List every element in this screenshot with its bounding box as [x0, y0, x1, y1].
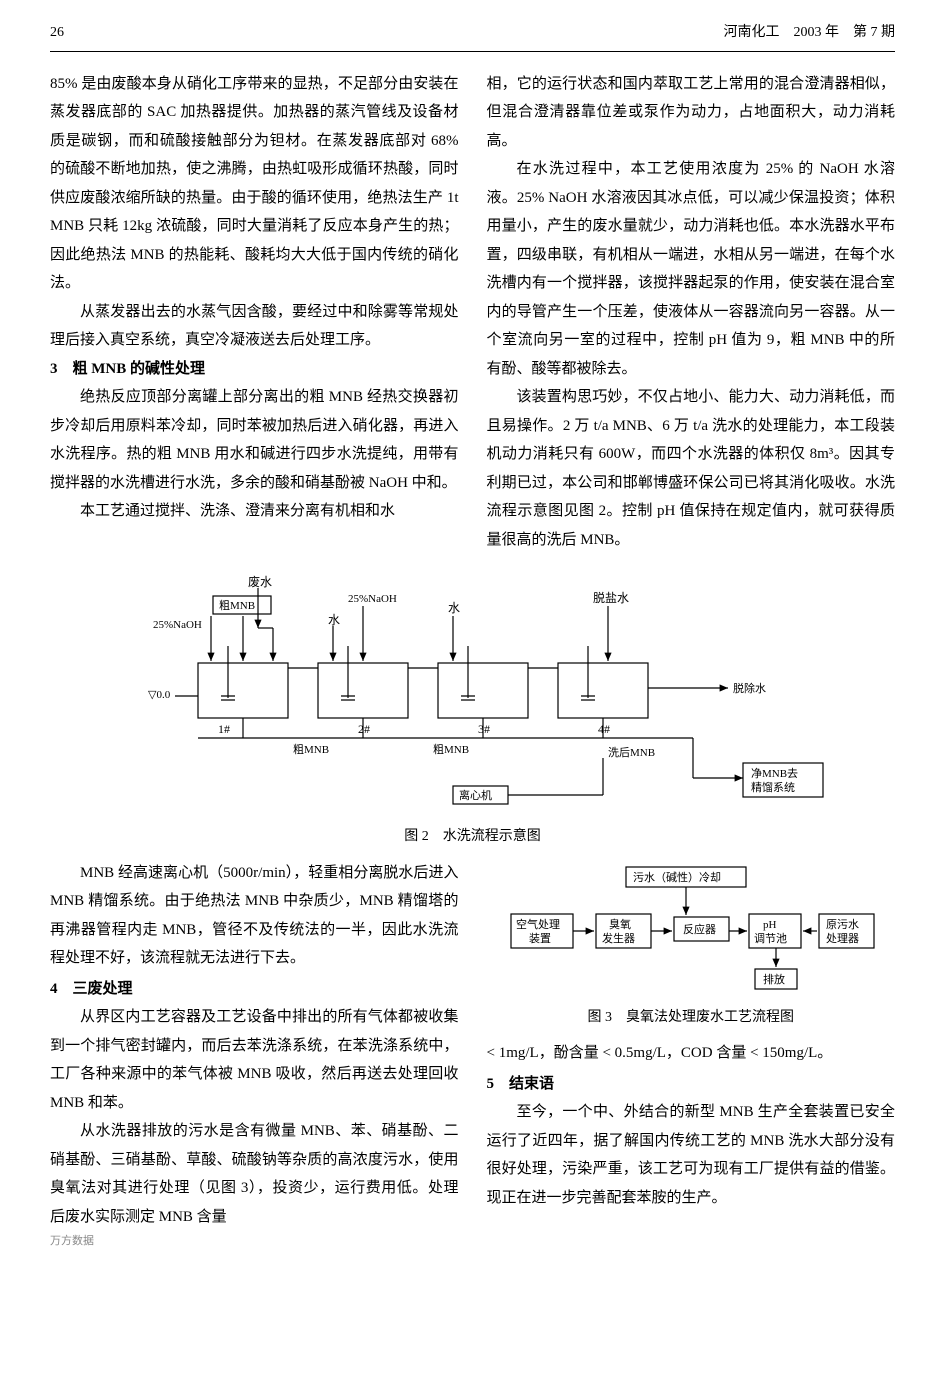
svg-text:原污水: 原污水: [826, 918, 859, 931]
body-text: 该装置构思巧妙，不仅占地小、能力大、动力消耗低，而且易操作。2 万 t/a MN…: [487, 383, 896, 554]
label-25naoh-top: 25%NaOH: [348, 593, 397, 605]
label-water: 水: [448, 601, 460, 615]
body-text: 在水洗过程中，本工艺使用浓度为 25% 的 NaOH 水溶液。25% NaOH …: [487, 155, 896, 383]
svg-text:调节池: 调节池: [754, 932, 787, 945]
section-3-heading: 3 粗 MNB 的碱性处理: [50, 355, 459, 384]
body-text: 绝热反应顶部分离罐上部分离出的粗 MNB 经热交换器初步冷却后用原料苯冷却，同时…: [50, 383, 459, 497]
body-text: MNB 经高速离心机（5000r/min），轻重相分离脱水后进入 MNB 精馏系…: [50, 859, 459, 973]
tank-4-label: 4#: [598, 722, 610, 736]
page-header: 26 河南化工 2003 年 第 7 期: [50, 20, 895, 52]
figure-2: 废水 粗MNB 25%NaOH 25%NaOH 水 水 脱盐水: [50, 568, 895, 851]
fig3-top: 污水（碱性）冷却: [633, 870, 721, 884]
svg-text:空气处理: 空气处理: [516, 917, 560, 931]
label-25naoh: 25%NaOH: [153, 619, 202, 631]
label-wastewater: 废水: [248, 574, 272, 589]
svg-text:发生器: 发生器: [602, 931, 635, 945]
label-washed-mnb: 洗后MNB: [608, 746, 655, 759]
section-5-heading: 5 结束语: [487, 1070, 896, 1099]
svg-text:处理器: 处理器: [826, 932, 859, 945]
page-number: 26: [50, 20, 64, 47]
label-pure-mnb-2: 精馏系统: [751, 780, 795, 794]
body-text: < 1mg/L，酚含量 < 0.5mg/L，COD 含量 < 150mg/L。: [487, 1039, 896, 1068]
tank-1-label: 1#: [218, 722, 230, 736]
svg-text:反应器: 反应器: [683, 922, 716, 936]
body-text: 本工艺通过搅拌、洗涤、澄清来分离有机相和水: [50, 497, 459, 526]
body-text: 相，它的运行状态和国内萃取工艺上常用的混合澄清器相似，但混合澄清器靠位差或泵作为…: [487, 70, 896, 156]
journal-issue: 河南化工 2003 年 第 7 期: [724, 20, 896, 47]
figure-2-caption: 图 2 水洗流程示意图: [50, 824, 895, 851]
label-crude-mnb: 粗MNB: [219, 599, 255, 612]
tank-3-label: 3#: [478, 722, 490, 736]
lower-body: MNB 经高速离心机（5000r/min），轻重相分离脱水后进入 MNB 精馏系…: [50, 859, 895, 1232]
body-text: 从蒸发器出去的水蒸气因含酸，要经过中和除雾等常规处理后接入真空系统，真空冷凝液送…: [50, 298, 459, 355]
figure-2-svg: 废水 粗MNB 25%NaOH 25%NaOH 水 水 脱盐水: [103, 568, 843, 818]
label-remove-water: 脱除水: [733, 681, 766, 695]
figure-3-caption: 图 3 臭氧法处理废水工艺流程图: [487, 1005, 896, 1032]
label-crude-mnb: 粗MNB: [293, 743, 329, 756]
body-text: 85% 是由废酸本身从硝化工序带来的显热，不足部分由安装在蒸发器底部的 SAC …: [50, 70, 459, 298]
body-text: 从水洗器排放的污水是含有微量 MNB、苯、硝基酚、二硝基酚、三硝基酚、草酸、硫酸…: [50, 1117, 459, 1231]
label-centrifuge: 离心机: [459, 788, 492, 802]
section-4-heading: 4 三废处理: [50, 975, 459, 1004]
label-desalt: 脱盐水: [593, 590, 629, 605]
body-text: 从界区内工艺容器及工艺设备中排出的所有气体都被收集到一个排气密封罐内，而后去苯洗…: [50, 1003, 459, 1117]
watermark: 万方数据: [50, 1231, 94, 1252]
label-crude-mnb: 粗MNB: [433, 743, 469, 756]
upper-body: 85% 是由废酸本身从硝化工序带来的显热，不足部分由安装在蒸发器底部的 SAC …: [50, 70, 895, 555]
svg-text:排放: 排放: [763, 972, 785, 986]
label-water: 水: [328, 613, 340, 627]
svg-text:装置: 装置: [529, 932, 551, 945]
figure-3-svg: 污水（碱性）冷却 空气处理 装置 臭氧 发生器 反应器 pH 调节池 原污水 处…: [501, 859, 881, 999]
figure-3: 污水（碱性）冷却 空气处理 装置 臭氧 发生器 反应器 pH 调节池 原污水 处…: [487, 859, 896, 1032]
label-00: ▽0.0: [148, 689, 171, 701]
svg-text:pH: pH: [763, 919, 777, 931]
tank-2-label: 2#: [358, 722, 370, 736]
label-pure-mnb-1: 净MNB去: [751, 766, 798, 780]
svg-text:臭氧: 臭氧: [609, 917, 631, 931]
body-text: 至今，一个中、外结合的新型 MNB 生产全套装置已安全运行了近四年，据了解国内传…: [487, 1098, 896, 1212]
